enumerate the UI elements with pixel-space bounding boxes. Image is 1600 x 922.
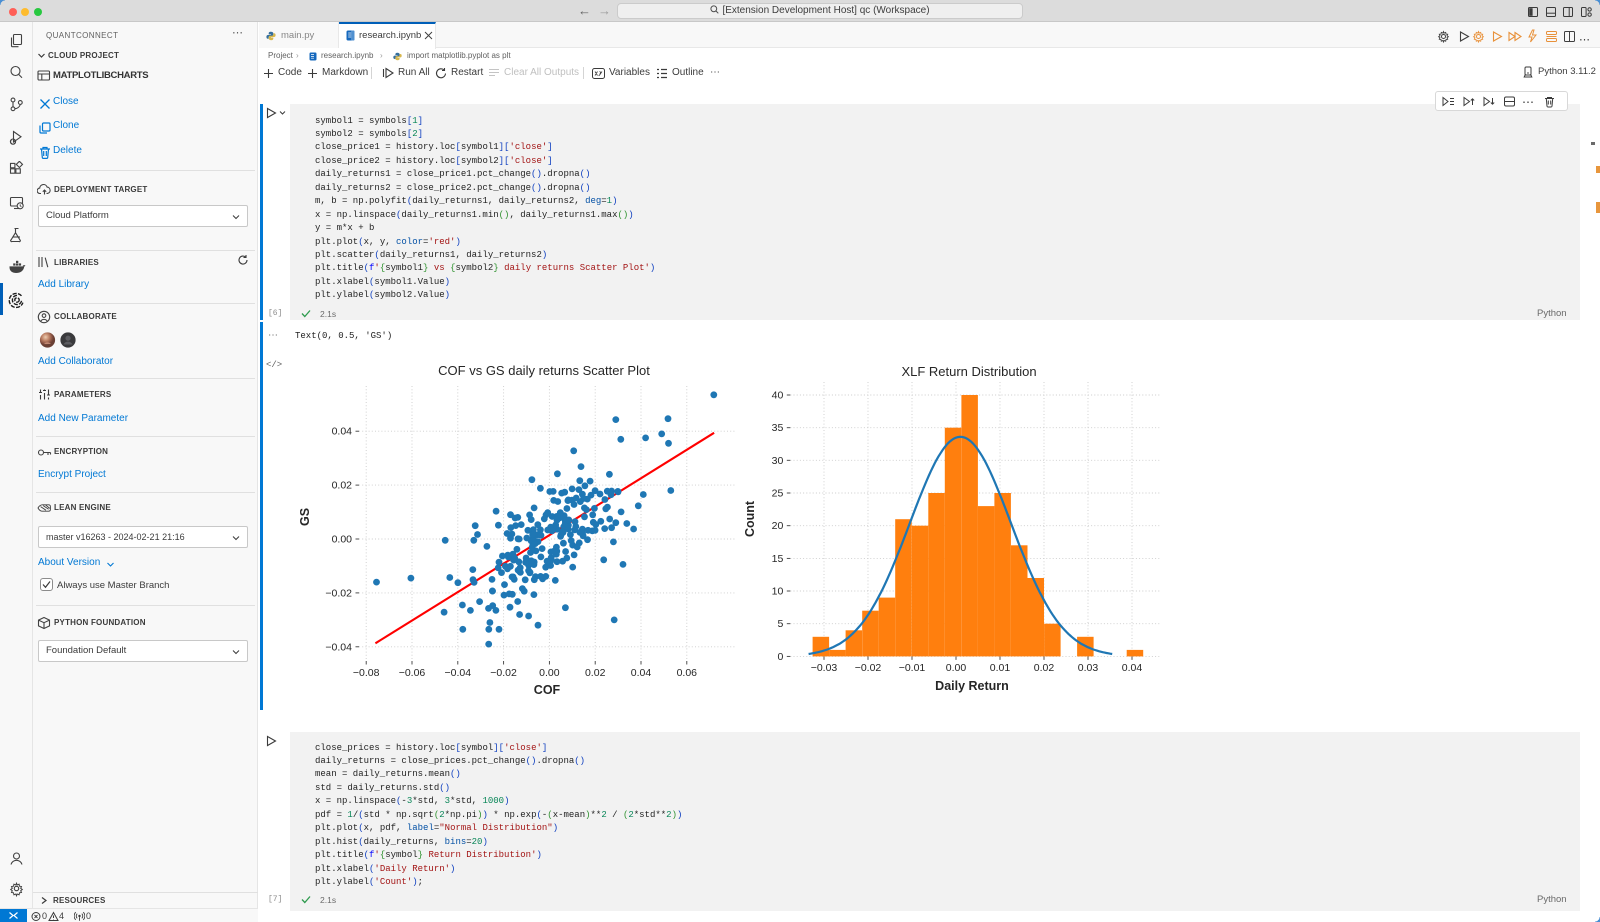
svg-text:15: 15 [772, 553, 784, 565]
svg-text:20: 20 [772, 520, 784, 532]
svg-text:5: 5 [777, 618, 783, 630]
svg-text:40: 40 [772, 390, 784, 402]
svg-text:COF vs GS daily returns Scatte: COF vs GS daily returns Scatter Plot [438, 363, 650, 378]
svg-text:−0.01: −0.01 [899, 662, 926, 674]
svg-text:0.04: 0.04 [332, 426, 353, 438]
svg-text:35: 35 [772, 422, 784, 434]
svg-text:0.00: 0.00 [332, 534, 353, 546]
svg-text:25: 25 [772, 488, 784, 500]
svg-text:0: 0 [777, 651, 783, 663]
svg-text:COF: COF [534, 683, 561, 697]
svg-text:0.04: 0.04 [1122, 662, 1143, 674]
svg-text:30: 30 [772, 455, 784, 467]
svg-text:0.00: 0.00 [946, 662, 967, 674]
svg-text:XLF Return Distribution: XLF Return Distribution [901, 364, 1036, 379]
svg-text:10: 10 [772, 586, 784, 598]
svg-text:0.04: 0.04 [631, 667, 652, 679]
svg-text:0.02: 0.02 [585, 667, 606, 679]
svg-text:0.02: 0.02 [1034, 662, 1055, 674]
svg-text:−0.02: −0.02 [855, 662, 882, 674]
svg-text:GS: GS [298, 508, 312, 526]
svg-text:−0.04: −0.04 [325, 641, 352, 653]
svg-text:Daily Return: Daily Return [935, 679, 1009, 693]
svg-text:−0.06: −0.06 [399, 667, 426, 679]
svg-text:0.06: 0.06 [677, 667, 698, 679]
svg-text:0.00: 0.00 [539, 667, 560, 679]
svg-text:0.02: 0.02 [332, 480, 353, 492]
svg-text:−0.02: −0.02 [325, 587, 352, 599]
svg-text:−0.02: −0.02 [490, 667, 517, 679]
svg-text:−0.03: −0.03 [811, 662, 838, 674]
svg-text:−0.04: −0.04 [445, 667, 472, 679]
svg-text:−0.08: −0.08 [353, 667, 380, 679]
svg-text:0.03: 0.03 [1078, 662, 1099, 674]
svg-text:0.01: 0.01 [990, 662, 1011, 674]
svg-text:Count: Count [745, 500, 757, 537]
